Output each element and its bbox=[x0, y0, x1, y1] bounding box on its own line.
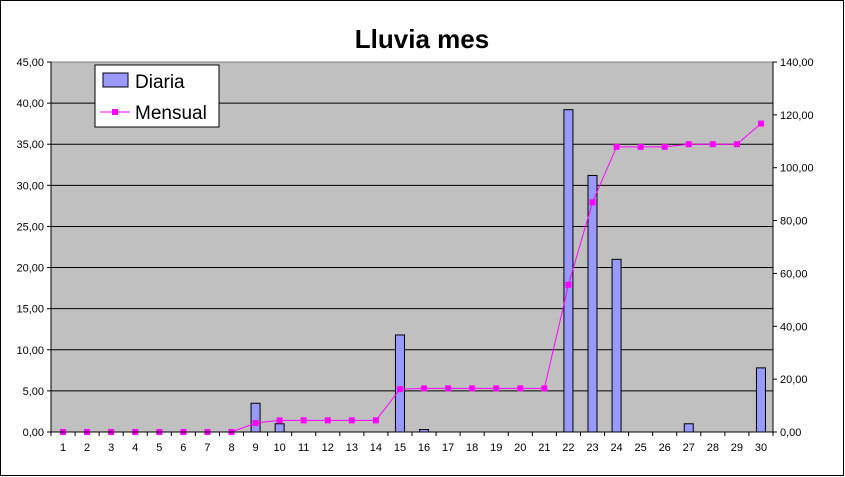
point-mensual bbox=[685, 141, 692, 148]
x-axis-tick-label: 29 bbox=[731, 442, 743, 454]
x-axis-tick-label: 18 bbox=[466, 442, 478, 454]
bar-diaria bbox=[611, 258, 622, 433]
point-mensual bbox=[589, 199, 596, 206]
x-axis-tick-label: 16 bbox=[418, 442, 430, 454]
left-axis-tick-label: 40,00 bbox=[16, 98, 44, 110]
right-axis-tick-label: 0,00 bbox=[780, 427, 801, 439]
right-axis-tick-label: 100,00 bbox=[780, 163, 814, 175]
x-axis-tick-label: 17 bbox=[442, 442, 454, 454]
x-axis-tick-label: 25 bbox=[635, 442, 647, 454]
left-axis-tick-label: 10,00 bbox=[16, 345, 44, 357]
point-mensual bbox=[276, 417, 283, 424]
axes: 0,005,0010,0015,0020,0025,0030,0035,0040… bbox=[16, 57, 813, 454]
left-axis-tick-label: 5,00 bbox=[23, 386, 44, 398]
point-mensual bbox=[733, 141, 740, 148]
x-axis-tick-label: 13 bbox=[346, 442, 358, 454]
x-axis-tick-label: 12 bbox=[322, 442, 334, 454]
x-axis-tick-label: 6 bbox=[180, 442, 186, 454]
left-axis-tick-label: 30,00 bbox=[16, 180, 44, 192]
point-mensual bbox=[348, 417, 355, 424]
legend-label-mensual: Mensual bbox=[135, 103, 207, 124]
x-axis-tick-label: 26 bbox=[659, 442, 671, 454]
point-mensual bbox=[445, 385, 452, 392]
point-mensual bbox=[541, 385, 548, 392]
point-mensual bbox=[709, 141, 716, 148]
left-axis-tick-label: 20,00 bbox=[16, 263, 44, 275]
x-axis-tick-label: 10 bbox=[274, 442, 286, 454]
left-axis-tick-label: 35,00 bbox=[16, 139, 44, 151]
right-axis-tick-label: 40,00 bbox=[780, 321, 808, 333]
x-axis-tick-label: 20 bbox=[514, 442, 526, 454]
x-axis-tick-label: 24 bbox=[610, 442, 622, 454]
bar-series bbox=[250, 109, 766, 433]
bar-diaria bbox=[394, 334, 405, 433]
point-mensual bbox=[252, 420, 259, 427]
chart-title: Lluvia mes bbox=[355, 24, 489, 54]
x-axis-tick-label: 30 bbox=[755, 442, 767, 454]
x-axis-tick-label: 8 bbox=[228, 442, 234, 454]
x-axis-tick-label: 9 bbox=[253, 442, 259, 454]
right-axis-tick-label: 120,00 bbox=[780, 110, 814, 122]
x-axis-tick-label: 4 bbox=[132, 442, 138, 454]
point-mensual bbox=[324, 417, 331, 424]
right-axis-tick-label: 80,00 bbox=[780, 216, 808, 228]
bar-diaria bbox=[250, 402, 261, 433]
point-mensual bbox=[517, 385, 524, 392]
x-axis-tick-label: 5 bbox=[156, 442, 162, 454]
legend: Diaria Mensual bbox=[94, 64, 220, 128]
bar-diaria bbox=[683, 423, 694, 433]
left-axis-tick-label: 25,00 bbox=[16, 221, 44, 233]
bar-diaria bbox=[274, 423, 285, 433]
x-axis-tick-label: 15 bbox=[394, 442, 406, 454]
grid-lines bbox=[51, 102, 773, 392]
right-axis-tick-label: 60,00 bbox=[780, 268, 808, 280]
left-axis-tick-label: 45,00 bbox=[16, 57, 44, 69]
x-axis-tick-label: 3 bbox=[108, 442, 114, 454]
point-mensual bbox=[300, 417, 307, 424]
right-axis-tick-label: 140,00 bbox=[780, 57, 814, 69]
x-axis-tick-label: 2 bbox=[84, 442, 90, 454]
x-axis-tick-label: 19 bbox=[490, 442, 502, 454]
point-mensual bbox=[661, 143, 668, 150]
legend-marker-mensual bbox=[112, 109, 118, 115]
point-mensual bbox=[637, 143, 644, 150]
point-mensual bbox=[493, 385, 500, 392]
point-mensual bbox=[469, 385, 476, 392]
point-mensual bbox=[396, 386, 403, 393]
left-axis-tick-label: 0,00 bbox=[23, 427, 44, 439]
point-mensual bbox=[565, 281, 572, 288]
legend-swatch-diaria bbox=[102, 72, 129, 88]
point-mensual bbox=[421, 385, 428, 392]
bar-diaria bbox=[563, 109, 574, 433]
x-axis-tick-label: 21 bbox=[538, 442, 550, 454]
point-mensual bbox=[372, 417, 379, 424]
bar-diaria bbox=[755, 367, 766, 433]
x-axis-tick-label: 23 bbox=[586, 442, 598, 454]
x-axis-tick-label: 14 bbox=[370, 442, 382, 454]
x-axis-tick-label: 27 bbox=[683, 442, 695, 454]
x-axis-tick-label: 1 bbox=[60, 442, 66, 454]
legend-label-diaria: Diaria bbox=[135, 72, 185, 93]
right-axis-tick-label: 20,00 bbox=[780, 374, 808, 386]
x-axis-tick-label: 28 bbox=[707, 442, 719, 454]
left-axis-tick-label: 15,00 bbox=[16, 304, 44, 316]
point-mensual bbox=[613, 143, 620, 150]
x-axis-tick-label: 22 bbox=[562, 442, 574, 454]
x-axis-tick-label: 7 bbox=[204, 442, 210, 454]
x-axis-tick-label: 11 bbox=[298, 442, 309, 454]
point-mensual bbox=[757, 120, 764, 127]
